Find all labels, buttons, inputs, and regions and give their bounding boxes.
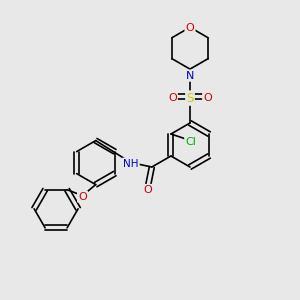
Text: O: O (78, 192, 87, 202)
Text: O: O (168, 93, 177, 103)
Text: N: N (186, 70, 194, 81)
Text: S: S (186, 92, 194, 105)
Text: O: O (203, 93, 212, 103)
Text: Cl: Cl (185, 136, 196, 147)
Text: O: O (186, 23, 194, 33)
Text: O: O (143, 185, 152, 195)
Text: NH: NH (123, 159, 139, 169)
